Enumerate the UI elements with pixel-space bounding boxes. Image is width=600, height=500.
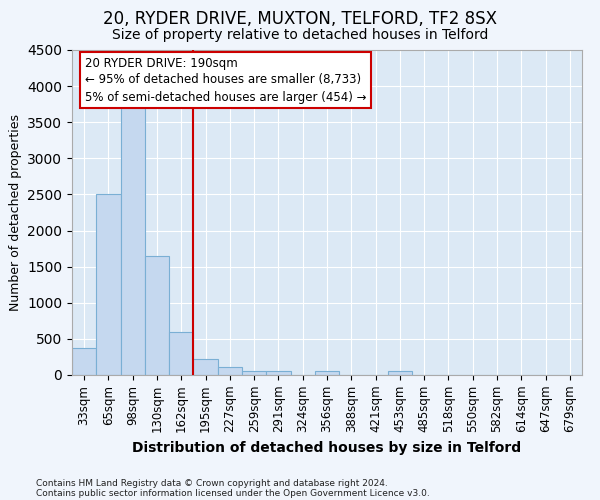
Bar <box>315 370 339 375</box>
Text: Size of property relative to detached houses in Telford: Size of property relative to detached ho… <box>112 28 488 42</box>
Text: Contains HM Land Registry data © Crown copyright and database right 2024.: Contains HM Land Registry data © Crown c… <box>36 478 388 488</box>
Bar <box>242 370 266 375</box>
Bar <box>388 370 412 375</box>
Bar <box>96 194 121 375</box>
Y-axis label: Number of detached properties: Number of detached properties <box>8 114 22 311</box>
Bar <box>266 372 290 375</box>
Bar <box>72 348 96 375</box>
Bar <box>145 256 169 375</box>
Bar <box>121 104 145 375</box>
X-axis label: Distribution of detached houses by size in Telford: Distribution of detached houses by size … <box>133 440 521 454</box>
Text: 20 RYDER DRIVE: 190sqm
← 95% of detached houses are smaller (8,733)
5% of semi-d: 20 RYDER DRIVE: 190sqm ← 95% of detached… <box>85 56 366 104</box>
Bar <box>218 367 242 375</box>
Text: Contains public sector information licensed under the Open Government Licence v3: Contains public sector information licen… <box>36 488 430 498</box>
Text: 20, RYDER DRIVE, MUXTON, TELFORD, TF2 8SX: 20, RYDER DRIVE, MUXTON, TELFORD, TF2 8S… <box>103 10 497 28</box>
Bar <box>193 359 218 375</box>
Bar <box>169 332 193 375</box>
